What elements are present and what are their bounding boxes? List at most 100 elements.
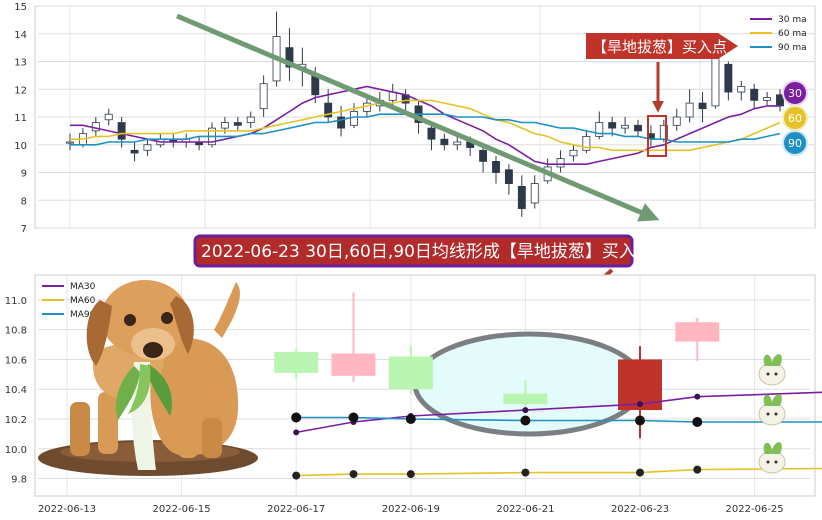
top-candle-body — [285, 47, 294, 68]
radish-icons — [758, 354, 786, 474]
top-ma60-line — [70, 99, 781, 152]
bottom-panel: 9.810.010.210.410.610.811.0 2022-06-13 20… — [5, 274, 822, 515]
bottom-y-tick-label: 10.8 — [5, 326, 27, 337]
buy-point-sign: 【旱地拔葱】买入点 — [586, 33, 738, 157]
top-candle-body — [440, 138, 449, 146]
top-candle-body — [233, 122, 242, 126]
top-candle-body — [569, 149, 578, 157]
bottom-ma30-point — [522, 407, 529, 414]
bottom-y-tick-label: 11.0 — [5, 296, 27, 307]
top-y-tick-label: 7 — [21, 224, 27, 235]
top-y-tick-label: 14 — [14, 30, 27, 41]
bottom-candle-body — [388, 356, 433, 390]
top-y-tick-label: 12 — [14, 85, 27, 96]
top-candle-body — [143, 144, 152, 151]
top-candle-body — [530, 183, 539, 204]
bottom-ma90-point — [291, 412, 302, 423]
bottom-ma60-point — [406, 470, 415, 479]
top-candle-body — [66, 141, 74, 144]
bottom-y-tick-label: 10.4 — [5, 385, 27, 396]
top-candle-body — [608, 122, 617, 129]
top-candle-body — [246, 116, 255, 123]
dog-leg-front2 — [70, 402, 90, 456]
bottom-x-tick-label: 2022-06-15 — [153, 504, 211, 515]
bottom-ma60-point — [636, 468, 644, 477]
bottom-x-tick-label: 2022-06-17 — [267, 504, 325, 515]
top-candle-body — [698, 102, 707, 110]
bottom-ma90-point — [635, 415, 645, 426]
banner-box — [193, 234, 634, 268]
bottom-x-ticks: 2022-06-13 2022-06-15 2022-06-17 2022-06-19… — [38, 504, 784, 515]
bottom-y-tick-label: 10.0 — [5, 445, 27, 456]
top-candle-body — [595, 122, 604, 137]
scallion-leaf-3 — [128, 364, 151, 414]
top-candle-body — [104, 113, 113, 121]
top-ma-lines — [70, 85, 781, 165]
bottom-ma30-point — [293, 429, 300, 436]
bottom-ma60-point — [292, 471, 301, 480]
ma-circles: 30 60 90 — [782, 80, 808, 156]
top-candle-body — [634, 124, 642, 132]
ma90-circle-label: 90 — [788, 137, 802, 150]
legend-ma30-label: 30 ma — [778, 15, 807, 25]
bottom-x-tick-label: 2022-06-19 — [382, 504, 440, 515]
top-candle-body — [311, 74, 320, 96]
top-candle-body — [750, 88, 759, 101]
top-candle-body — [621, 124, 630, 129]
bottom-x-tick-label: 2022-06-25 — [726, 504, 784, 515]
legend-MA30-label: MA30 — [70, 282, 96, 292]
top-y-ticks: 7 8 9 10 11 12 13 14 15 — [14, 2, 27, 235]
scallion-leaf-2 — [146, 364, 172, 416]
ma30-circle-label: 30 — [788, 87, 802, 100]
bottom-ma-dots — [291, 393, 703, 480]
dog-ear-left — [86, 300, 112, 366]
top-candle-body — [479, 149, 488, 162]
chart-title: 2022-06-23 30日,60日,90日均线形成【旱地拔葱】买入点 — [201, 242, 653, 262]
top-panel: 7 8 9 10 11 12 13 14 15 30 ma 60 ma 90 ma 【旱地拔葱】… — [14, 2, 816, 235]
top-ma90-line — [70, 113, 781, 146]
bottom-x-tick-label: 2022-06-23 — [611, 504, 669, 515]
top-candle-body — [130, 149, 139, 154]
bottom-ma60-point — [521, 468, 530, 477]
sign-shape — [586, 33, 738, 59]
top-candle-body — [427, 127, 436, 140]
top-candle-body — [259, 83, 268, 110]
top-candle-body — [763, 97, 772, 101]
radish-icon-1 — [758, 354, 786, 386]
top-ma30-line — [70, 85, 780, 165]
dog-illustration — [38, 280, 258, 476]
bottom-candle-body — [503, 393, 548, 405]
dog-nose — [143, 342, 163, 358]
top-y-tick-label: 8 — [21, 196, 27, 207]
bottom-ma90-point — [520, 415, 531, 426]
trend-arrow — [176, 13, 660, 222]
top-candle-body — [453, 141, 462, 146]
radish-icon-2 — [758, 394, 786, 426]
top-candle-body — [582, 136, 591, 151]
bottom-candle-body — [675, 322, 720, 342]
dog-eye-left — [124, 314, 136, 326]
top-y-tick-label: 13 — [14, 58, 27, 69]
top-candle-body — [504, 169, 513, 185]
bottom-y-tick-label: 10.2 — [5, 415, 27, 426]
buy-point-box — [647, 115, 667, 157]
bottom-legend: MA30 MA60 MA90 — [42, 282, 96, 320]
top-candle-body — [556, 158, 565, 168]
bottom-ma60-point — [693, 465, 702, 474]
top-candle-body — [672, 116, 681, 126]
top-candle-body — [711, 55, 720, 107]
top-candle-body — [91, 122, 100, 132]
top-candle-body — [117, 122, 126, 140]
bottom-x-tick-label: 2022-06-13 — [38, 504, 96, 515]
top-candle-body — [724, 63, 733, 93]
bottom-x-tick-label: 2022-06-21 — [496, 504, 554, 515]
top-y-tick-label: 15 — [14, 2, 27, 13]
top-candle-body — [737, 86, 746, 93]
dog-eye-right — [161, 312, 173, 324]
top-candle-body — [350, 111, 358, 126]
bottom-candles — [274, 292, 720, 439]
legend-MA90-label: MA90 — [70, 310, 96, 320]
dog-tail — [214, 282, 240, 338]
bottom-candle-body — [274, 352, 319, 373]
